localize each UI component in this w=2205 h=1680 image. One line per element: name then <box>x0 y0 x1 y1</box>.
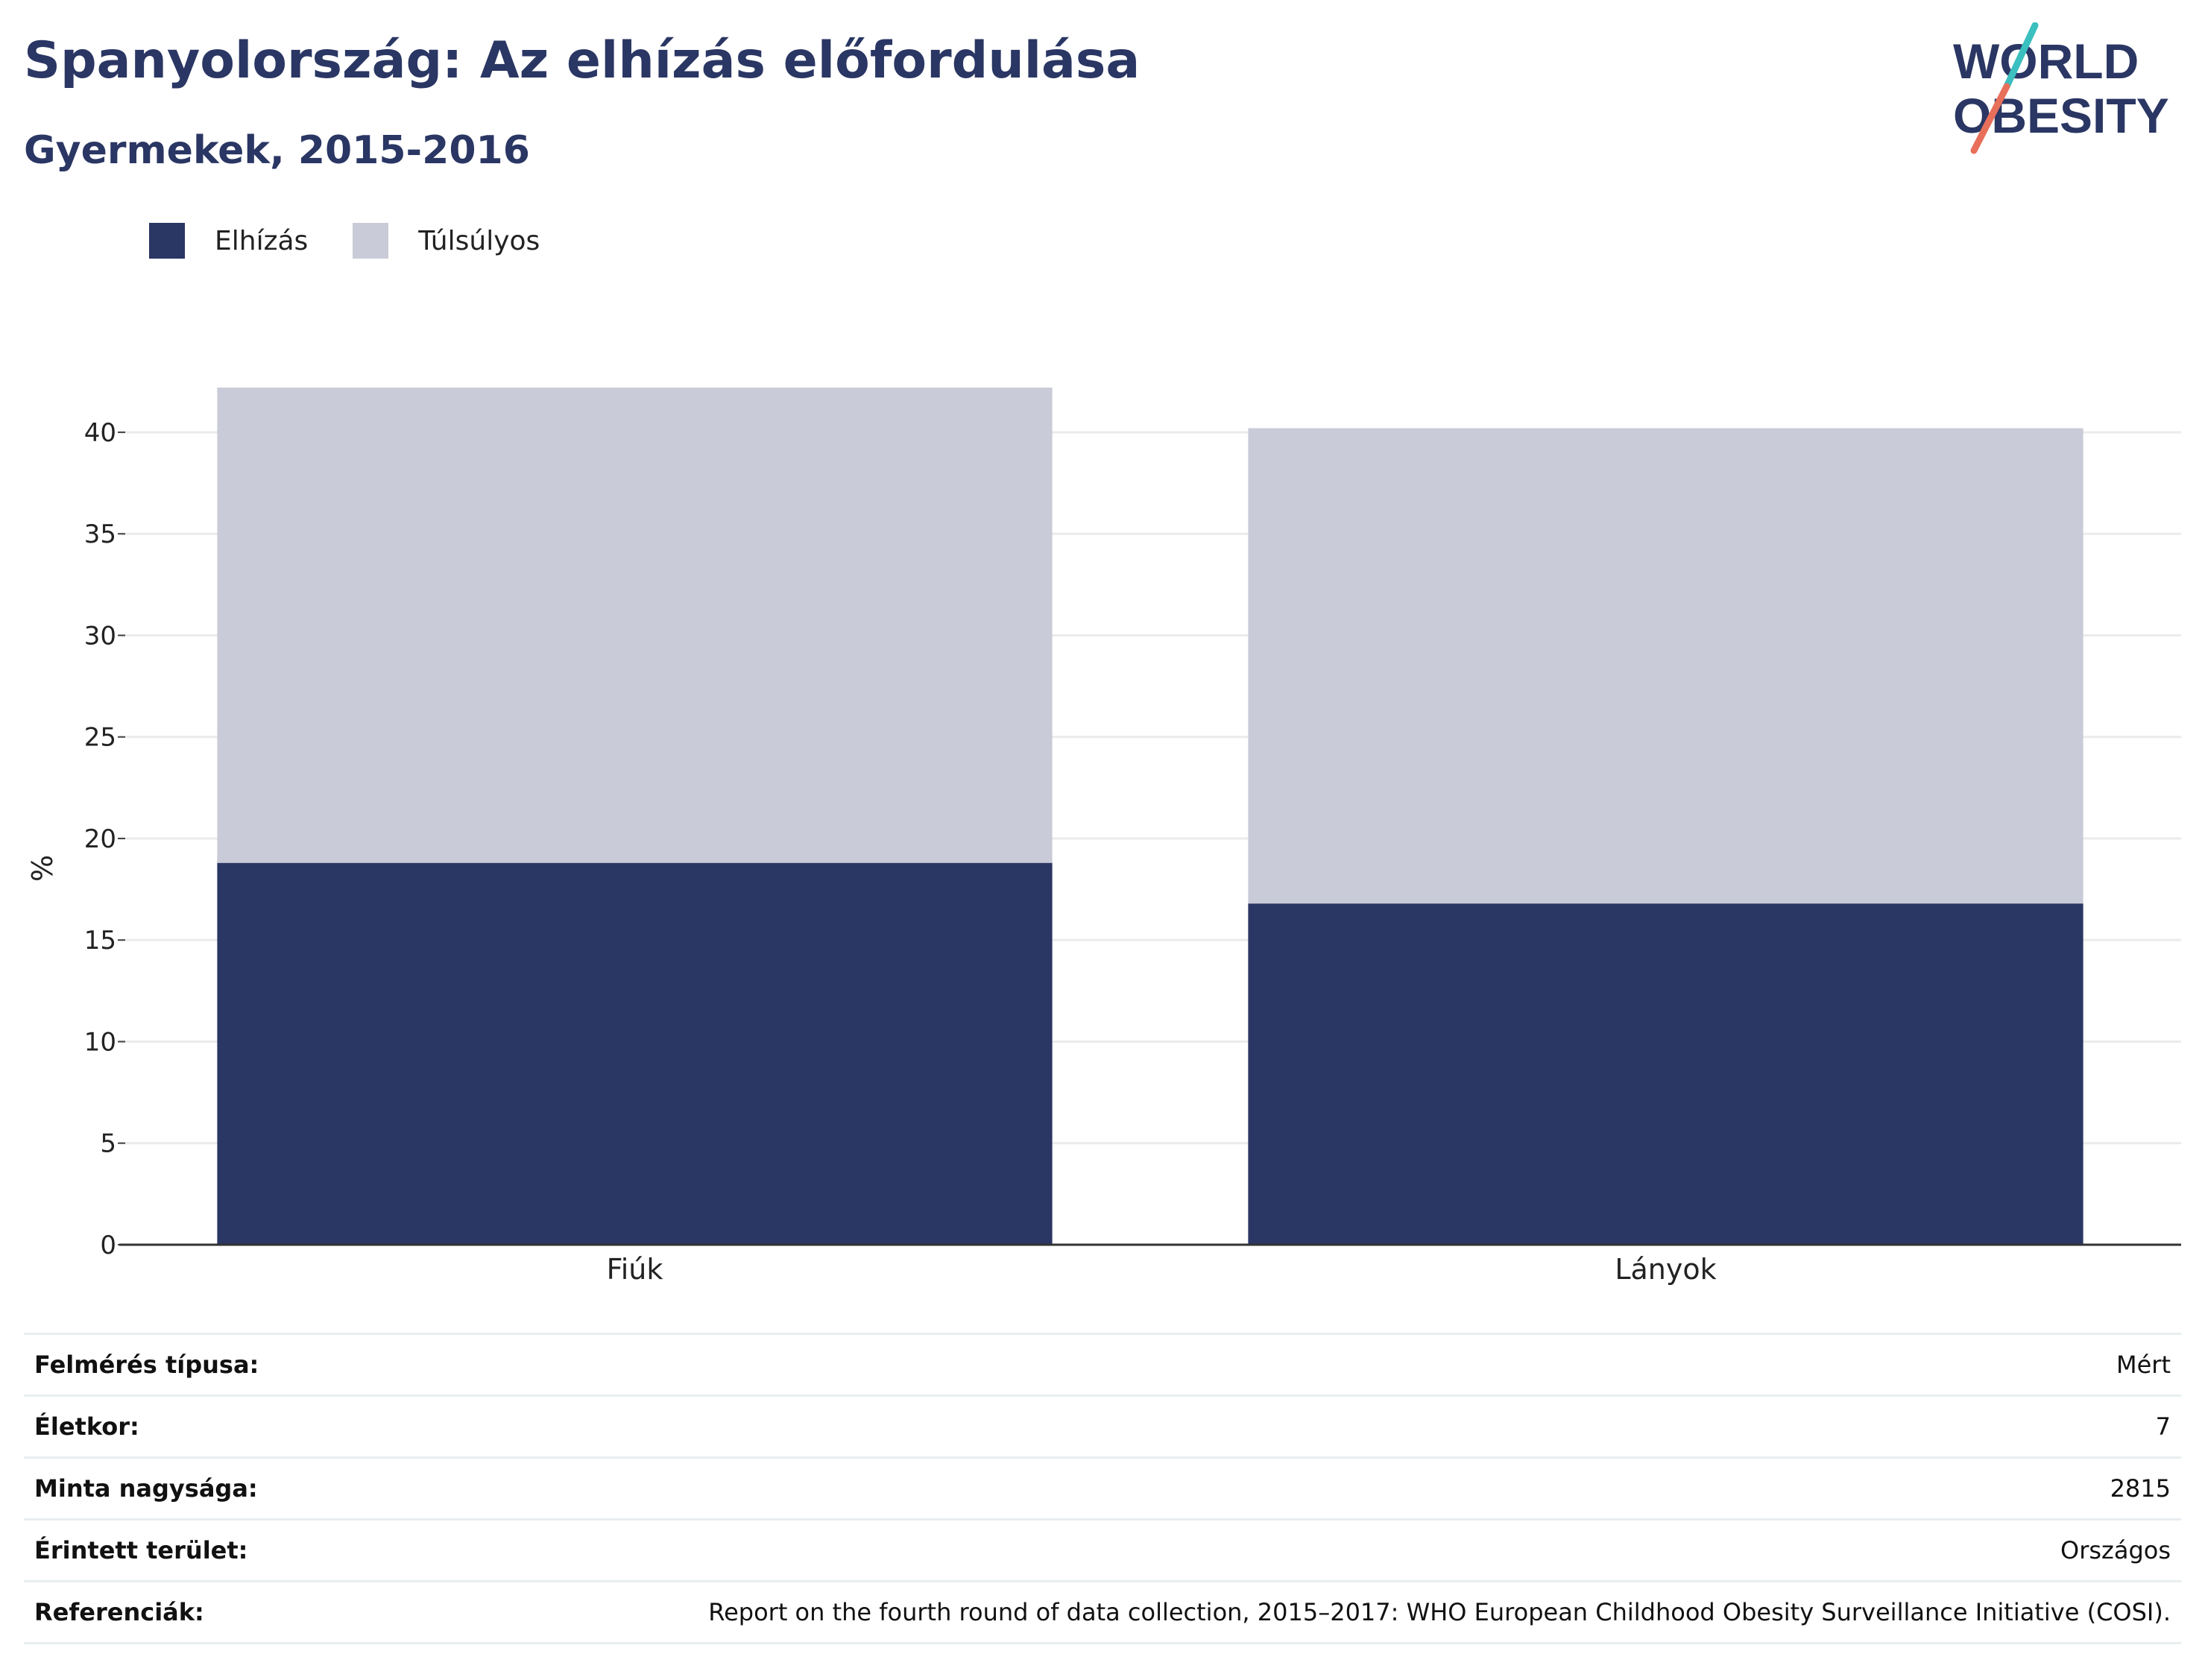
info-key: Minta nagysága: <box>34 1474 258 1503</box>
bar-overweight-boys <box>217 388 1053 863</box>
survey-info-table: Felmérés típusa: Mért Életkor: 7 Minta n… <box>24 1333 2181 1644</box>
x-tick-label: Fiúk <box>607 1253 663 1286</box>
y-tick-label: 0 <box>100 1231 116 1260</box>
y-tick-label: 5 <box>100 1129 116 1159</box>
legend-item-overweight[interactable]: Túlsúlyos <box>353 223 540 259</box>
bar-obesity-boys <box>217 862 1053 1245</box>
info-row-age: Életkor: 7 <box>24 1395 2181 1458</box>
y-tick-label: 30 <box>84 621 116 651</box>
bar-obesity-girls <box>1248 903 2083 1245</box>
legend-swatch-obesity <box>149 223 185 259</box>
legend-label-overweight: Túlsúlyos <box>418 225 540 256</box>
legend-label-obesity: Elhízás <box>215 225 309 256</box>
stacked-bar-chart: 0 5 10 15 20 25 30 35 40% Fiúk Lányok <box>26 388 2181 1286</box>
info-value: 2815 <box>2110 1474 2171 1503</box>
chart-legend: Elhízás Túlsúlyos <box>149 221 584 261</box>
info-row-references: Referenciák: Report on the fourth round … <box>24 1581 2181 1643</box>
info-key: Életkor: <box>34 1412 139 1441</box>
logo-slash-coral <box>1970 83 2010 154</box>
info-row-survey-type: Felmérés típusa: Mért <box>24 1333 2181 1396</box>
info-value: 7 <box>2155 1412 2171 1441</box>
info-key: Érintett terület: <box>34 1536 248 1564</box>
bar-overweight-girls <box>1248 428 2083 904</box>
y-tick-label: 10 <box>84 1027 116 1057</box>
info-row-area: Érintett terület: Országos <box>24 1519 2181 1582</box>
legend-swatch-overweight <box>353 223 389 259</box>
y-tick-label: 35 <box>84 520 116 549</box>
logo-slash-teal <box>2003 22 2039 90</box>
chart-subtitle: Gyermekek, 2015-2016 <box>24 128 530 173</box>
y-tick-label: 15 <box>84 926 116 956</box>
world-obesity-logo: WORLD OBESITY <box>1953 22 2169 154</box>
info-key: Felmérés típusa: <box>34 1351 259 1379</box>
info-row-sample-size: Minta nagysága: 2815 <box>24 1457 2181 1520</box>
info-key: Referenciák: <box>34 1598 204 1626</box>
y-axis-label: % <box>26 855 59 882</box>
info-value: Report on the fourth round of data colle… <box>708 1598 2171 1626</box>
info-value: Mért <box>2116 1351 2171 1379</box>
logo-line-1: WORLD <box>1953 34 2139 89</box>
chart-title: Spanyolország: Az elhízás előfordulása <box>24 31 1141 90</box>
y-tick-label: 40 <box>84 418 116 448</box>
y-tick-label: 25 <box>84 723 116 753</box>
x-tick-label: Lányok <box>1615 1253 1716 1286</box>
legend-item-obesity[interactable]: Elhízás <box>149 223 308 259</box>
y-tick-label: 20 <box>84 824 116 854</box>
info-value: Országos <box>2060 1536 2171 1564</box>
